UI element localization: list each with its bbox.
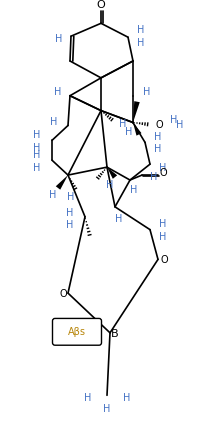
- Text: H: H: [158, 163, 166, 173]
- Text: B: B: [111, 329, 118, 339]
- Text: H: H: [115, 214, 122, 224]
- Text: H: H: [33, 163, 40, 173]
- Text: H: H: [33, 130, 40, 141]
- Text: H: H: [169, 115, 177, 125]
- Text: H: H: [54, 34, 62, 44]
- Polygon shape: [132, 122, 141, 136]
- Text: Aβs: Aβs: [68, 327, 86, 337]
- Text: H: H: [130, 185, 137, 195]
- Text: O: O: [154, 121, 162, 131]
- Text: H: H: [67, 192, 74, 202]
- FancyBboxPatch shape: [52, 319, 101, 345]
- Text: H: H: [106, 180, 113, 190]
- Text: O: O: [96, 0, 105, 10]
- Text: H: H: [158, 232, 166, 242]
- Text: H: H: [118, 119, 126, 129]
- Text: H: H: [48, 190, 56, 200]
- Text: H: H: [65, 208, 73, 218]
- Text: H: H: [49, 116, 57, 127]
- Text: H: H: [125, 128, 132, 138]
- Text: H: H: [153, 144, 161, 155]
- Text: H: H: [53, 87, 61, 97]
- Text: H: H: [33, 143, 40, 153]
- Text: H: H: [103, 404, 110, 414]
- Polygon shape: [106, 167, 117, 179]
- Text: O: O: [158, 168, 166, 178]
- Text: H: H: [136, 38, 144, 48]
- Polygon shape: [132, 101, 139, 122]
- Text: H: H: [83, 393, 90, 403]
- Text: H: H: [175, 121, 182, 131]
- Text: H: H: [153, 132, 161, 142]
- Text: H: H: [122, 393, 130, 403]
- Text: H: H: [142, 87, 150, 97]
- Text: H: H: [158, 219, 166, 229]
- Text: H: H: [33, 150, 40, 160]
- Polygon shape: [56, 175, 68, 190]
- Text: O: O: [159, 255, 167, 266]
- Text: H: H: [65, 220, 73, 230]
- Text: O: O: [59, 289, 66, 299]
- Text: H: H: [149, 172, 157, 182]
- Text: H: H: [136, 25, 144, 35]
